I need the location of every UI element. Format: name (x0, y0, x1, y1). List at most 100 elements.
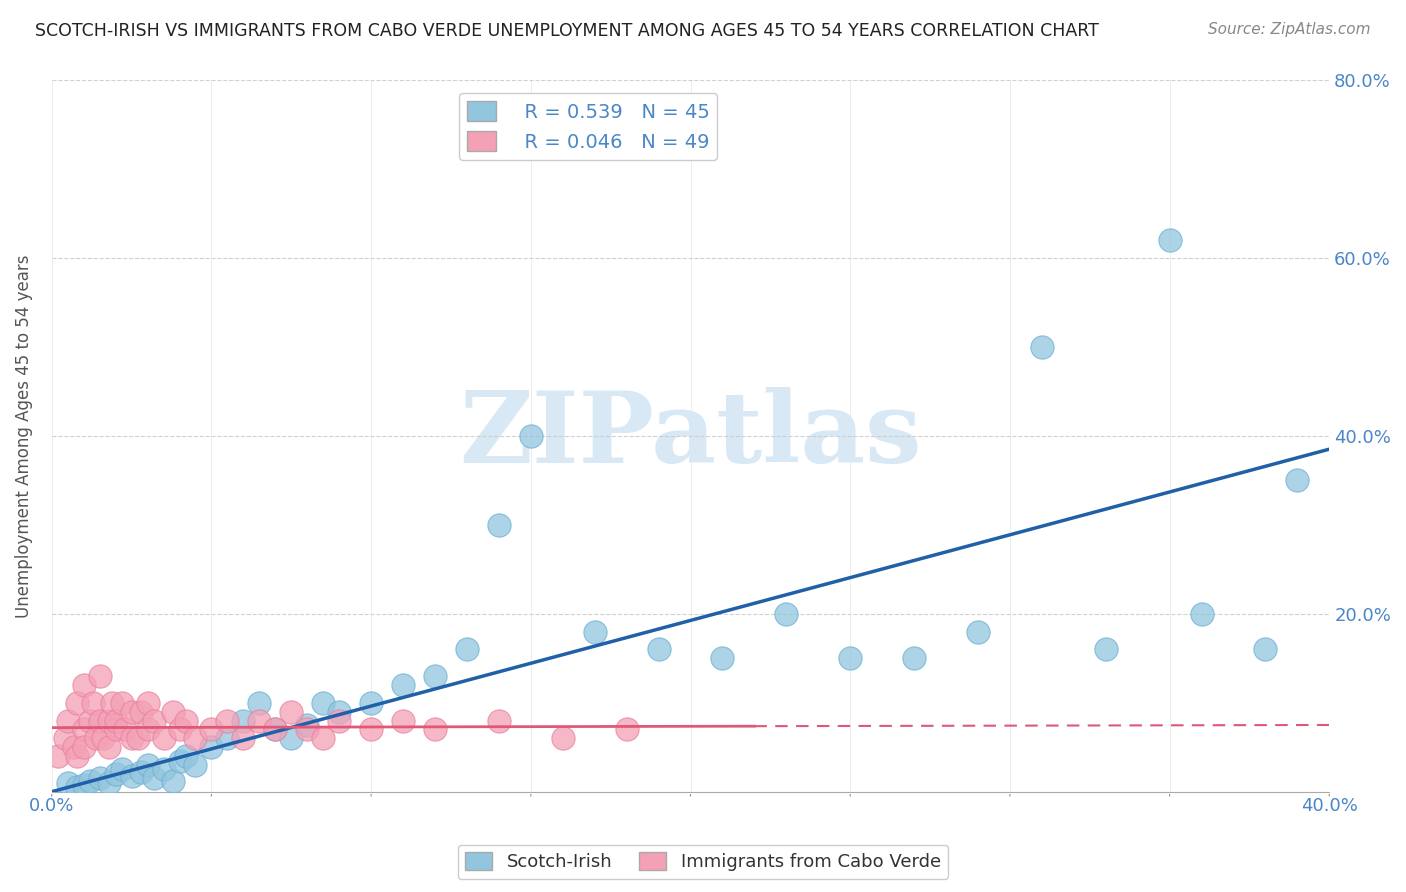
Point (91, 731, 114, 746)
Point (711, 651, 734, 665)
Point (456, 642, 478, 657)
Point (53, 731, 76, 746)
Point (297, 723, 319, 737)
Point (1286, 473, 1309, 487)
Point (232, 714, 254, 728)
Point (66, 780, 89, 795)
Point (217, 731, 239, 746)
Y-axis label: Unemployment Among Ages 45 to 54 years: Unemployment Among Ages 45 to 54 years (15, 254, 32, 617)
Point (104, 714, 127, 728)
Point (142, 714, 165, 728)
Point (1254, 642, 1277, 657)
Point (312, 696, 335, 710)
Point (903, 651, 925, 665)
Point (111, 763, 134, 777)
Point (360, 723, 382, 737)
Point (142, 772, 165, 786)
Point (104, 767, 127, 781)
Point (1094, 642, 1116, 657)
Point (136, 696, 159, 710)
Point (184, 731, 207, 746)
Point (583, 624, 606, 639)
Point (104, 723, 127, 737)
Text: Source: ZipAtlas.com: Source: ZipAtlas.com (1208, 22, 1371, 37)
Point (264, 723, 287, 737)
Point (392, 714, 415, 728)
Point (1191, 607, 1213, 621)
Point (328, 714, 350, 728)
Point (136, 758, 159, 772)
Point (1159, 233, 1181, 247)
Point (647, 642, 669, 657)
Point (121, 769, 143, 783)
Point (63, 740, 86, 755)
Point (86, 731, 108, 746)
Point (520, 429, 543, 443)
Point (56, 714, 79, 728)
Point (66, 749, 89, 764)
Point (264, 723, 287, 737)
Point (162, 774, 184, 789)
Point (98, 776, 121, 790)
Point (967, 624, 990, 639)
Point (56, 776, 79, 790)
Point (129, 705, 152, 719)
Point (297, 718, 319, 732)
Point (217, 714, 239, 728)
Point (82, 696, 104, 710)
Point (46, 749, 69, 764)
Point (127, 731, 149, 746)
Point (200, 723, 222, 737)
Point (101, 696, 124, 710)
Legend: Scotch-Irish, Immigrants from Cabo Verde: Scotch-Irish, Immigrants from Cabo Verde (458, 845, 948, 879)
Point (488, 714, 510, 728)
Point (839, 651, 862, 665)
Point (488, 517, 510, 532)
Point (129, 765, 152, 780)
Point (98, 714, 121, 728)
Text: SCOTCH-IRISH VS IMMIGRANTS FROM CABO VERDE UNEMPLOYMENT AMONG AGES 45 TO 54 YEAR: SCOTCH-IRISH VS IMMIGRANTS FROM CABO VER… (35, 22, 1099, 40)
Point (312, 731, 335, 746)
Point (98, 740, 121, 755)
Point (200, 740, 222, 755)
Point (162, 705, 184, 719)
Point (73, 678, 96, 692)
Point (184, 758, 207, 772)
Point (423, 669, 446, 683)
Point (111, 696, 134, 710)
Point (423, 723, 446, 737)
Point (66, 696, 89, 710)
Point (73, 723, 96, 737)
Point (79, 714, 101, 728)
Point (280, 705, 302, 719)
Point (73, 778, 96, 792)
Point (360, 696, 382, 710)
Point (73, 740, 96, 755)
Point (232, 731, 254, 746)
Point (551, 731, 574, 746)
Point (89, 772, 111, 786)
Legend:   R = 0.539   N = 45,   R = 0.046   N = 49: R = 0.539 N = 45, R = 0.046 N = 49 (460, 94, 717, 160)
Point (79, 774, 101, 789)
Point (121, 731, 143, 746)
Point (121, 705, 143, 719)
Point (392, 678, 415, 692)
Point (114, 723, 136, 737)
Point (136, 723, 159, 737)
Point (169, 754, 191, 768)
Point (247, 714, 270, 728)
Point (1031, 340, 1053, 354)
Point (174, 714, 197, 728)
Point (89, 669, 111, 683)
Point (152, 731, 174, 746)
Point (328, 705, 350, 719)
Point (89, 714, 111, 728)
Point (775, 607, 797, 621)
Text: ZIPatlas: ZIPatlas (460, 387, 922, 484)
Point (616, 723, 638, 737)
Point (152, 763, 174, 777)
Point (280, 731, 302, 746)
Point (174, 749, 197, 764)
Point (169, 723, 191, 737)
Point (247, 696, 270, 710)
